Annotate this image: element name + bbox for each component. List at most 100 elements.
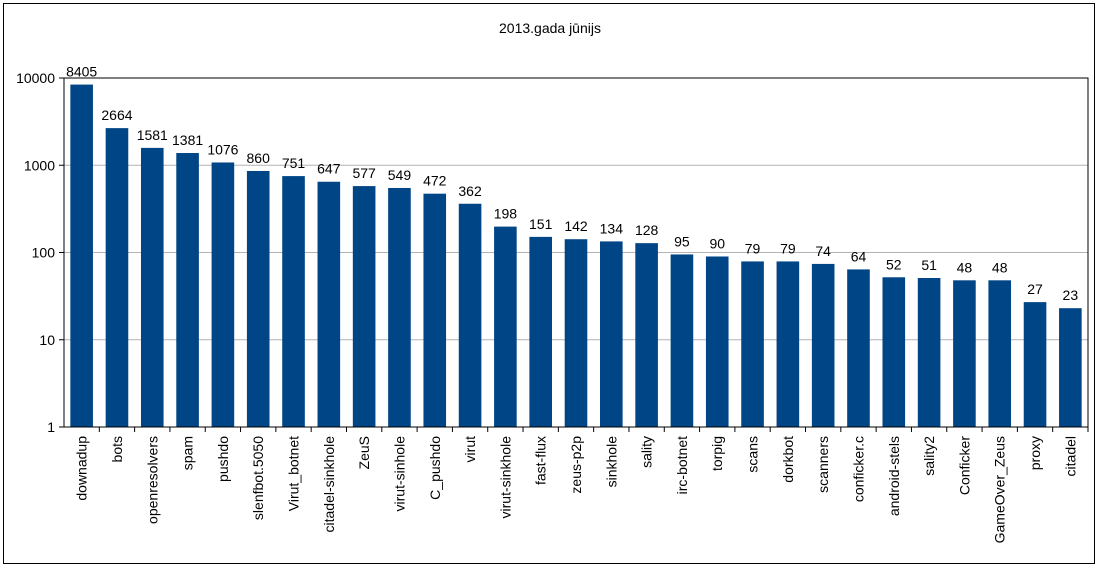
category-label: sality2 [921,436,937,476]
category-label: virut [462,436,478,463]
data-label: 79 [780,240,796,256]
chart-title: 2013.gada jūnijs [499,20,601,36]
data-label: 48 [992,259,1008,275]
category-labels: downadup bots openresolvers spam pushdo slenf… [74,436,1079,544]
bar [352,186,376,427]
category-label: scans [745,436,761,473]
category-label: virut-sinkhole [497,436,513,519]
data-label: 95 [674,233,690,249]
data-label: 577 [352,165,376,181]
bar [494,226,517,427]
bar [635,243,658,427]
bar [811,263,835,427]
category-label: Virut_botnet [286,436,302,511]
category-label: torpig [709,436,725,471]
data-label: 142 [564,218,588,234]
category-label: scanners [815,436,831,493]
data-label: 51 [921,257,937,273]
category-label: irc-botnet [674,436,690,494]
data-label: 362 [458,183,482,199]
data-label: 549 [388,167,412,183]
data-label: 79 [745,240,761,256]
bar [529,236,552,427]
category-label: slenfbot.5050 [250,436,266,520]
data-label: 128 [635,222,659,238]
bar [1059,308,1082,427]
data-label: 8405 [66,64,97,80]
y-tick-label: 100 [32,245,56,261]
data-label: 64 [851,248,867,264]
category-label: android-stels [886,436,902,516]
category-label: bots [109,436,125,462]
category-label: dorkbot [780,436,796,483]
y-tick-label: 1000 [24,157,55,173]
bar [1023,302,1047,427]
category-label: GameOver_Zeus [992,436,1008,543]
category-label: citadel-sinkhole [321,436,337,533]
bar [388,187,411,427]
data-label: 23 [1063,287,1079,303]
y-tick-label: 1 [47,419,55,435]
data-label: 48 [957,259,973,275]
category-label: citadel [1062,436,1078,476]
category-label: sinkhole [603,436,619,488]
bar [847,269,870,427]
data-label: 52 [886,256,902,272]
category-label: conficker.c [850,436,866,502]
data-label: 2664 [101,107,132,123]
data-label: 1076 [207,141,238,157]
data-label: 90 [709,235,725,251]
data-label: 751 [282,155,306,171]
bar [176,153,199,427]
bar [988,280,1012,427]
data-label: 472 [423,173,447,189]
y-tick-label: 10000 [16,70,55,86]
data-label: 1381 [172,132,203,148]
y-tick-label: 10 [39,332,55,348]
bar [246,170,270,427]
category-label: sality [639,436,655,468]
data-label: 27 [1027,281,1043,297]
data-label: 151 [529,216,553,232]
bar [140,147,164,427]
category-label: downadup [74,436,90,501]
axes [63,77,1089,428]
data-label: 860 [247,150,271,166]
data-label: 134 [600,220,624,236]
bar [211,162,235,428]
bar [282,176,305,427]
data-label: 647 [317,161,341,177]
bars [70,84,1082,428]
bar [317,181,341,427]
category-label: virut-sinhole [391,436,407,512]
bar [423,193,447,427]
bar [953,280,976,427]
bar [882,277,906,427]
bar [600,241,623,427]
bar [741,261,764,427]
category-label: ZeuS [356,436,372,469]
category-label: Conficker [956,436,972,495]
bar [105,128,129,428]
bar [776,261,800,427]
category-label: pushdo [215,436,231,482]
category-label: proxy [1027,436,1043,470]
data-label: 1581 [137,127,168,143]
category-label: openresolvers [144,436,160,524]
category-label: zeus-p2p [568,436,584,494]
data-label: 198 [494,206,518,222]
data-label: 74 [815,243,831,259]
plot-area-border [63,77,1089,428]
category-label: spam [180,436,196,470]
category-label: fast-flux [533,436,549,485]
category-label: C_pushdo [427,436,443,500]
bar [705,256,729,427]
y-tick-labels: 1 10 100 1000 10000 [16,70,55,435]
bar [70,84,93,428]
bar [458,203,482,427]
bar [564,239,588,427]
bar [670,254,694,427]
bar [917,278,941,427]
